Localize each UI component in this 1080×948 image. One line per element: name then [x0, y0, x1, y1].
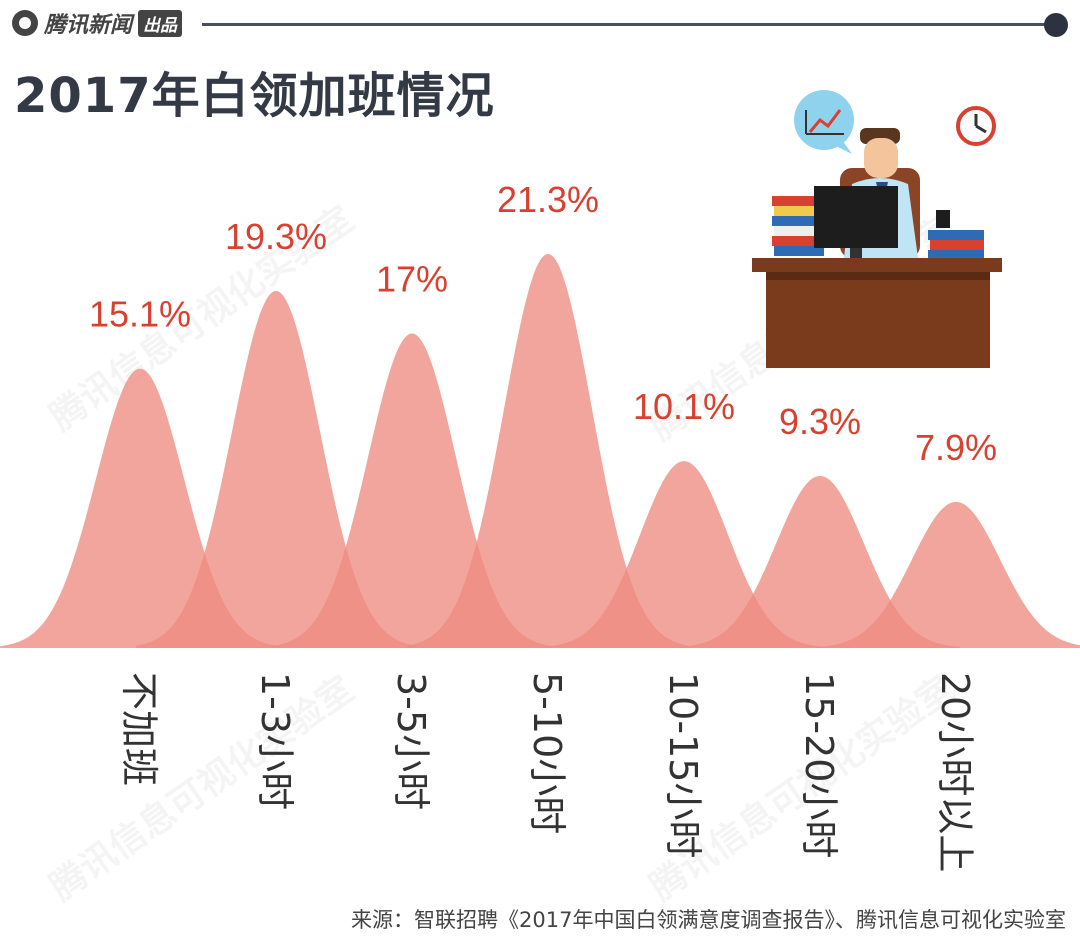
value-label: 21.3% — [497, 179, 599, 220]
header-divider — [202, 23, 1052, 26]
category-label: 5-10小时 — [525, 672, 569, 834]
brand-name: 腾讯新闻 — [44, 13, 133, 38]
value-label: 17% — [376, 259, 448, 300]
value-label: 19.3% — [225, 216, 327, 257]
source-note: 来源：智联招聘《2017年中国白领满意度调查报告》、腾讯信息可视化实验室 — [351, 908, 1066, 932]
value-label: 15.1% — [89, 294, 191, 335]
header-dot-icon — [1044, 13, 1068, 37]
curve-6 — [816, 501, 1080, 648]
category-label: 1-3小时 — [253, 672, 297, 810]
curve-layer — [0, 253, 1080, 648]
page-title: 2017年白领加班情况 — [14, 68, 495, 124]
category-label: 3-5小时 — [389, 672, 433, 810]
header: 腾讯新闻 出品 — [0, 0, 1080, 50]
category-label-layer: 不加班 1-3小时 3-5小时 5-10小时 10-15小时 15-20小时 20小时以上 — [117, 672, 977, 872]
value-label: 9.3% — [779, 401, 861, 442]
office-worker-illustration — [752, 90, 1002, 368]
curve-3 — [408, 253, 688, 648]
category-label: 不加班 — [117, 672, 161, 786]
brand: 腾讯新闻 出品 — [12, 8, 183, 38]
value-label: 10.1% — [633, 386, 735, 427]
category-label: 10-15小时 — [661, 672, 705, 858]
value-label: 7.9% — [915, 427, 997, 468]
category-label: 15-20小时 — [797, 672, 841, 858]
value-label-layer: 15.1% 19.3% 17% 21.3% 10.1% 9.3% 7.9% — [89, 179, 997, 468]
category-label: 20小时以上 — [933, 672, 977, 872]
brand-badge: 出品 — [138, 9, 183, 37]
tencent-news-logo-icon — [12, 10, 38, 36]
